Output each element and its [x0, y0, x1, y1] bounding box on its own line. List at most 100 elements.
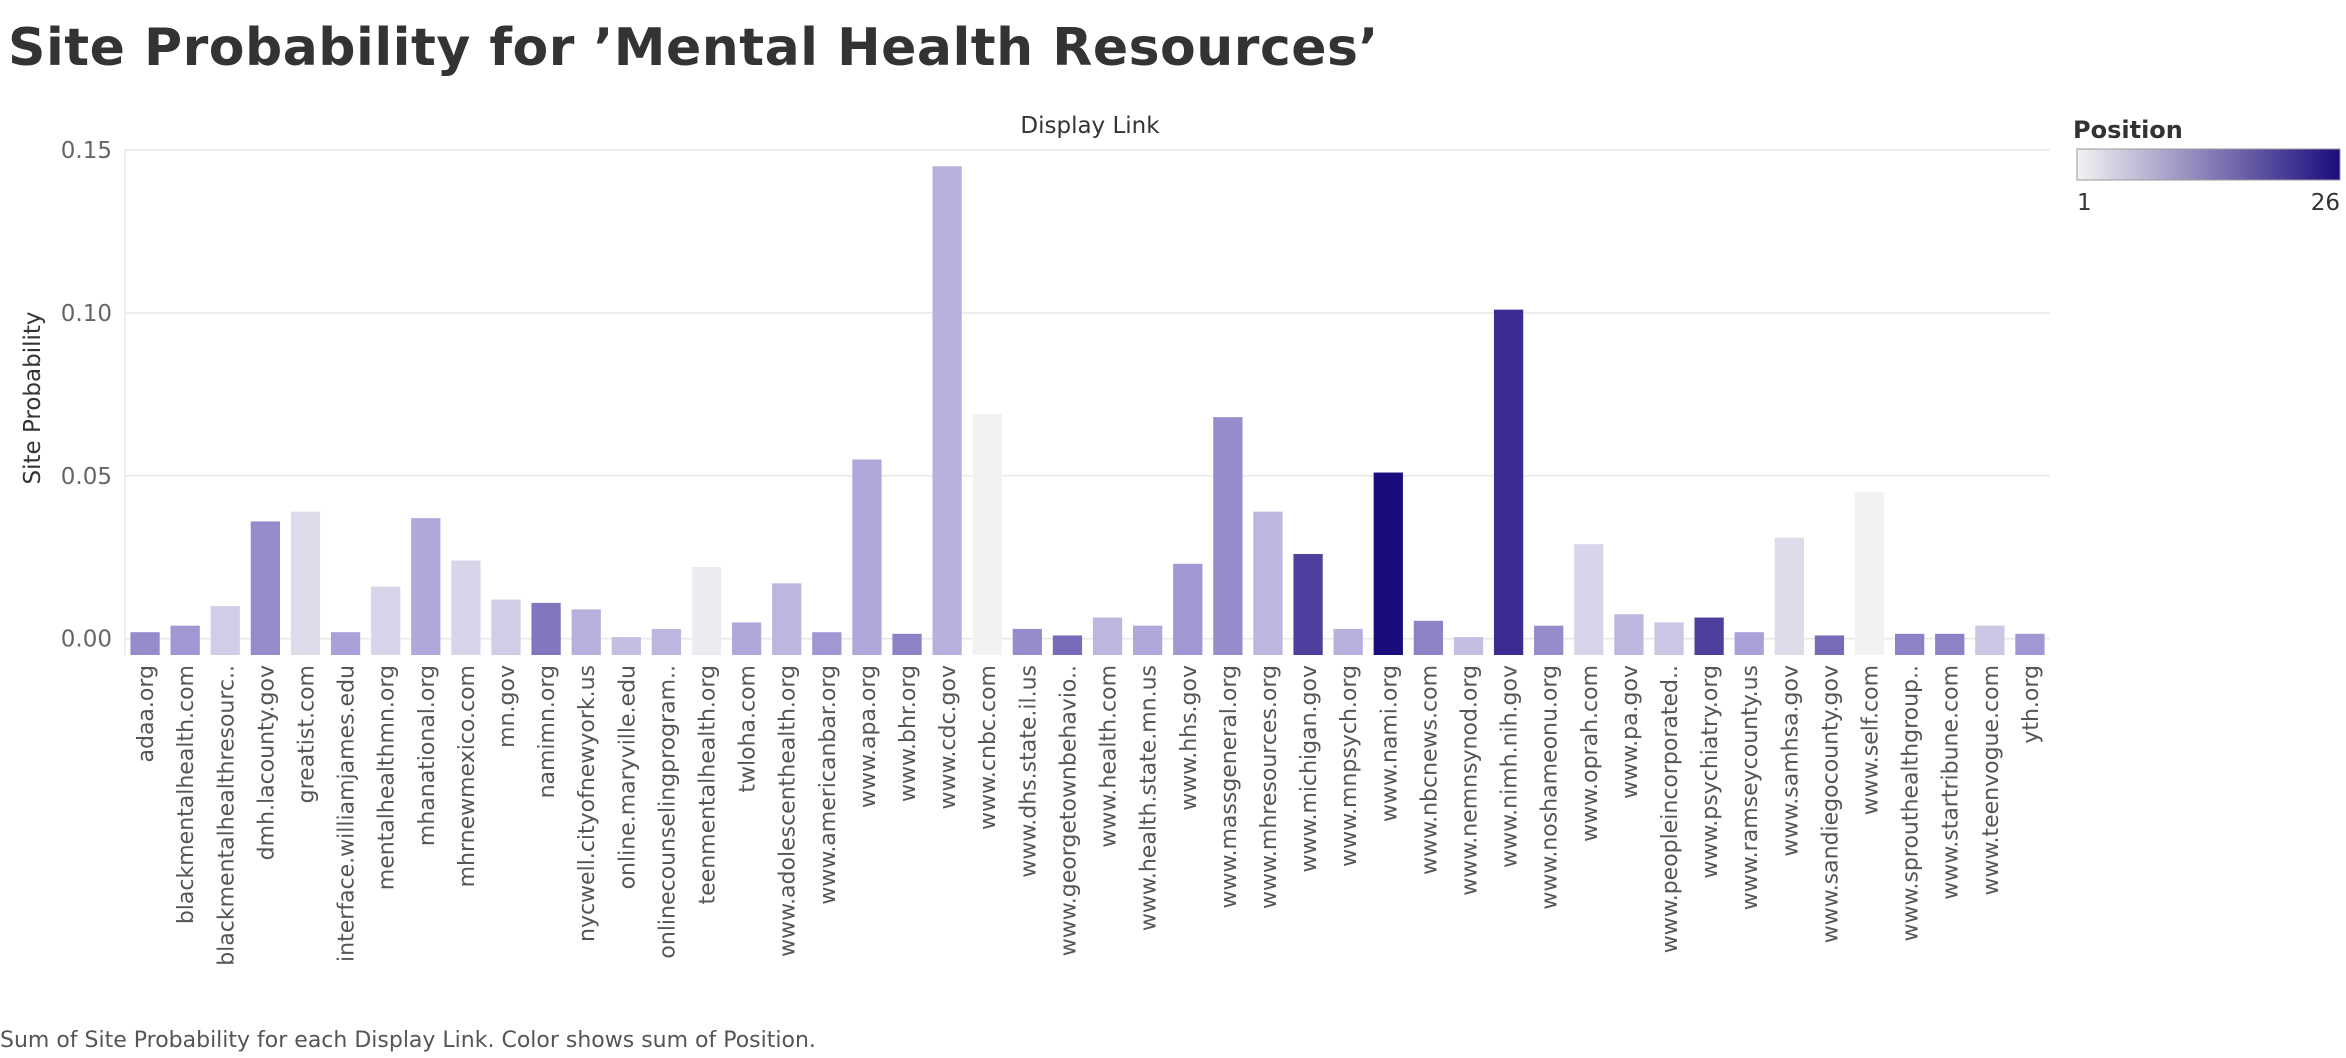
bar[interactable]	[170, 625, 200, 655]
bar[interactable]	[371, 586, 401, 655]
bar[interactable]	[1453, 637, 1484, 655]
bar[interactable]	[1614, 614, 1644, 655]
x-tick-label: www.massgeneral.org	[1217, 665, 1242, 908]
x-tick-label: www.nbcnews.com	[1417, 665, 1442, 875]
bar[interactable]	[571, 609, 601, 655]
chart-caption: Sum of Site Probability for each Display…	[0, 1028, 816, 1053]
bar[interactable]	[531, 602, 561, 655]
y-tick-label: 0.00	[61, 627, 112, 653]
bar[interactable]	[852, 459, 882, 655]
bar[interactable]	[651, 628, 682, 655]
bar[interactable]	[1373, 472, 1403, 655]
x-tick-labels: adaa.org blackmentalhealth.com blackmental…	[134, 665, 2044, 966]
bar[interactable]	[1574, 544, 1604, 655]
bar[interactable]	[1935, 633, 1965, 655]
bar[interactable]	[691, 567, 722, 655]
y-axis-title: Site Probability	[20, 311, 46, 484]
bar[interactable]	[972, 413, 1002, 655]
bar[interactable]	[330, 632, 361, 655]
chart-title: Site Probability for ’Mental Health Reso…	[8, 18, 1379, 78]
x-tick-label: mhrnewmexico.com	[455, 665, 480, 887]
bar[interactable]	[731, 622, 762, 655]
bar[interactable]	[130, 632, 160, 655]
x-tick-label: yth.org	[2019, 665, 2044, 744]
x-tick-label: www.teenvogue.com	[1979, 665, 2004, 896]
x-tick-label: www.adolescenthealth.org	[776, 665, 801, 957]
bar[interactable]	[250, 521, 281, 655]
gridlines: 0.00 0.05 0.10 0.15	[61, 138, 2050, 653]
x-tick-label: www.health.com	[1097, 665, 1122, 848]
x-tick-label: www.pa.gov	[1618, 665, 1643, 799]
x-tick-label: www.sandiegocounty.gov	[1818, 665, 1843, 943]
x-tick-label: twloha.com	[736, 665, 761, 793]
x-tick-label: interface.williamjames.edu	[335, 665, 360, 962]
x-tick-label: www.self.com	[1859, 665, 1884, 815]
bars	[130, 166, 2045, 655]
color-legend: Position 1 26	[2073, 116, 2341, 216]
x-tick-label: www.sprouthealthgroup..	[1899, 665, 1924, 942]
bar[interactable]	[2015, 633, 2045, 655]
x-tick-label: www.hhs.gov	[1177, 665, 1202, 811]
y-tick-label: 0.15	[61, 138, 112, 164]
bar[interactable]	[932, 166, 962, 655]
bar[interactable]	[1253, 511, 1283, 655]
x-tick-label: nycwell.cityofnewyork.us	[575, 665, 600, 942]
legend-max-label: 26	[2311, 190, 2340, 216]
x-tick-label: greatist.com	[294, 665, 319, 803]
bar[interactable]	[411, 518, 441, 655]
bar[interactable]	[1734, 632, 1764, 655]
bar[interactable]	[1493, 309, 1524, 655]
x-tick-label: namimn.org	[535, 665, 560, 798]
y-tick-label: 0.10	[61, 301, 112, 327]
x-tick-label: www.nami.org	[1377, 665, 1402, 822]
bar[interactable]	[210, 606, 240, 655]
x-tick-label: onlinecounselingprogram..	[655, 665, 680, 959]
bar[interactable]	[1173, 563, 1203, 655]
legend-min-label: 1	[2077, 190, 2092, 216]
legend-gradient-bar	[2076, 148, 2341, 181]
x-axis-title: Display Link	[1020, 113, 1160, 139]
bar[interactable]	[1854, 492, 1885, 655]
bar[interactable]	[1694, 617, 1724, 655]
bar[interactable]	[812, 632, 842, 655]
bar[interactable]	[290, 511, 321, 655]
y-tick-label: 0.05	[61, 464, 112, 490]
x-tick-label: www.noshameonu.org	[1538, 665, 1563, 910]
bar[interactable]	[451, 560, 481, 655]
bar[interactable]	[491, 599, 521, 655]
bar[interactable]	[1293, 554, 1323, 655]
x-tick-label: adaa.org	[134, 665, 159, 763]
x-tick-label: www.apa.org	[856, 665, 881, 808]
x-tick-label: www.dhs.state.il.us	[1016, 665, 1041, 878]
bar[interactable]	[1774, 537, 1804, 655]
x-tick-label: www.samhsa.gov	[1778, 665, 1803, 857]
bar[interactable]	[1413, 620, 1444, 655]
bar[interactable]	[1333, 628, 1363, 655]
bar[interactable]	[892, 633, 922, 655]
x-tick-label: www.georgetownbehavio..	[1056, 665, 1081, 956]
bar[interactable]	[1894, 633, 1925, 655]
bar[interactable]	[1133, 625, 1163, 655]
x-tick-label: www.bhr.org	[896, 665, 921, 802]
x-tick-label: teenmentalhealth.org	[696, 665, 721, 905]
x-tick-label: mentalhealthmn.org	[375, 665, 400, 890]
bar[interactable]	[1814, 635, 1845, 655]
x-tick-label: www.mhresources.org	[1257, 665, 1282, 909]
bar[interactable]	[1012, 628, 1042, 655]
bar[interactable]	[1975, 625, 2005, 655]
bar[interactable]	[1534, 625, 1564, 655]
x-tick-label: dmh.lacounty.gov	[254, 665, 279, 860]
bar[interactable]	[1213, 417, 1243, 655]
x-tick-label: www.cdc.gov	[936, 665, 961, 810]
bar[interactable]	[1092, 617, 1123, 655]
x-tick-label: www.startribune.com	[1939, 665, 1964, 900]
x-tick-label: www.mnpsych.org	[1337, 665, 1362, 867]
bar[interactable]	[1654, 622, 1684, 655]
bar[interactable]	[1052, 635, 1083, 655]
x-tick-label: blackmentalhealthresourc..	[214, 665, 239, 966]
bar[interactable]	[772, 583, 802, 655]
x-tick-label: mhanational.org	[415, 665, 440, 846]
x-tick-label: mn.gov	[495, 665, 520, 748]
bar[interactable]	[611, 637, 641, 655]
